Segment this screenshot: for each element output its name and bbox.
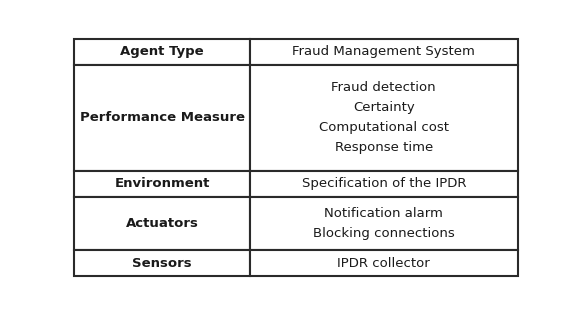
Text: IPDR collector: IPDR collector [338,257,430,270]
Text: Fraud Management System: Fraud Management System [292,45,475,58]
Text: Agent Type: Agent Type [120,45,204,58]
Text: Performance Measure: Performance Measure [80,111,244,124]
Text: Sensors: Sensors [132,257,192,270]
Text: Specification of the IPDR: Specification of the IPDR [302,178,466,191]
Polygon shape [75,65,250,171]
Text: Actuators: Actuators [125,217,198,230]
Polygon shape [250,197,518,250]
Polygon shape [75,250,250,276]
Text: Notification alarm
Blocking connections: Notification alarm Blocking connections [313,207,455,240]
Polygon shape [75,197,250,250]
Polygon shape [250,65,518,171]
Polygon shape [250,250,518,276]
Text: Environment: Environment [114,178,210,191]
Polygon shape [75,39,250,65]
Polygon shape [250,171,518,197]
Text: Fraud detection
Certainty
Computational cost
Response time: Fraud detection Certainty Computational … [319,81,449,154]
Polygon shape [250,39,518,65]
Polygon shape [75,171,250,197]
